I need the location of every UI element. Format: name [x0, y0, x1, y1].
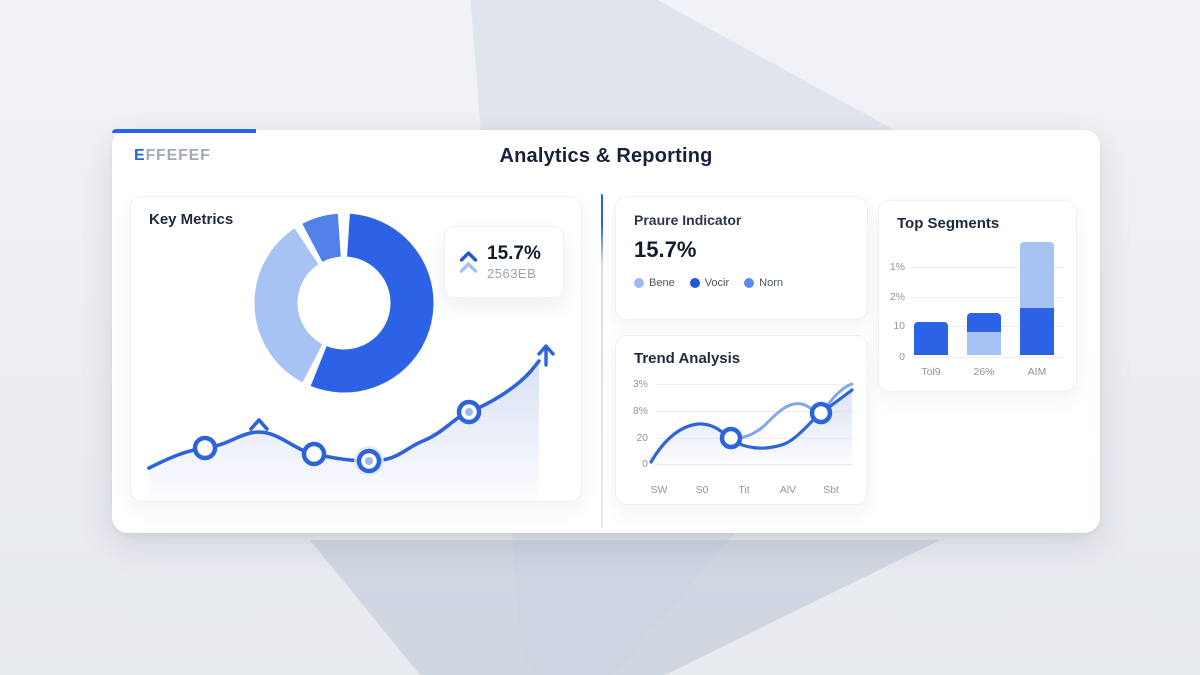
active-tab-indicator — [112, 129, 256, 133]
gridline — [911, 357, 1064, 358]
y-tick: 0 — [899, 351, 905, 363]
y-tick: 10 — [893, 320, 905, 332]
marker-dot — [465, 408, 473, 416]
trend-marker — [809, 401, 833, 425]
y-tick: 0 — [642, 458, 648, 470]
arrow-up-head — [537, 344, 555, 356]
brand-logo: EFFEFEF — [134, 147, 211, 165]
segments-title: Top Segments — [897, 215, 1000, 232]
legend-label: Vocir — [704, 277, 730, 289]
stat-chip: 15.7% 2563EB — [444, 226, 564, 298]
trend-line-light — [729, 382, 854, 442]
legend-dot — [744, 278, 755, 288]
legend-item: Norn — [744, 277, 783, 289]
line-marker — [192, 435, 218, 461]
segment-bar — [1020, 242, 1054, 355]
bar-stack — [914, 322, 948, 355]
trend-area-fill — [651, 390, 852, 468]
segment-bar — [914, 322, 948, 355]
brand-accent: E — [134, 147, 146, 164]
x-tick: Tol9 — [921, 366, 941, 378]
legend-item: Vocir — [689, 277, 730, 289]
bar-chart — [914, 242, 1054, 355]
x-tick: S0 — [695, 484, 709, 496]
marker-dot — [365, 457, 373, 465]
caret-up-icon — [249, 418, 269, 431]
page-title: Analytics & Reporting — [499, 145, 713, 167]
trend-marker — [719, 426, 743, 450]
brand-rest: FFEFEF — [145, 147, 211, 164]
legend-label: Norn — [759, 277, 784, 289]
bar-stack — [1020, 307, 1054, 355]
line-chart — [147, 344, 555, 499]
top-segments-panel: Top Segments 1% 2% 10 0 Tol9 26% AIM — [878, 200, 1077, 392]
gridline — [656, 438, 853, 439]
gridline — [911, 297, 1064, 298]
bar-x-labels: Tol9 26% AIM — [914, 366, 1054, 378]
pressure-title: Praure Indicator — [634, 212, 742, 228]
pressure-value: 15.7% — [634, 237, 697, 262]
y-tick: 20 — [636, 432, 648, 444]
x-tick: Sbt — [823, 484, 839, 496]
y-tick: 3% — [632, 378, 648, 390]
y-tick: 8% — [632, 405, 648, 417]
line-marker — [301, 441, 327, 467]
x-tick: AlV — [779, 484, 797, 496]
donut-slice-light — [254, 213, 434, 393]
stat-sublabel: 2563EB — [487, 265, 537, 281]
legend-label: Bene — [649, 277, 675, 289]
double-chevron-up-icon — [459, 251, 478, 273]
x-tick: Tit — [738, 484, 750, 496]
stat-value: 15.7% — [487, 243, 541, 265]
legend: Bene Vocir Norn — [634, 277, 783, 289]
bar-stack — [967, 332, 1001, 355]
bar-stack — [967, 313, 1001, 333]
x-tick: 26% — [973, 366, 995, 378]
trend-chart — [649, 382, 854, 468]
key-metrics-panel: Key Metrics 15.7% 2563EB — [130, 196, 582, 502]
x-tick: SW — [650, 484, 668, 496]
section-divider — [601, 194, 603, 528]
trend-title: Trend Analysis — [634, 350, 741, 367]
segment-bar — [967, 313, 1001, 355]
dashboard-card: EFFEFEF Analytics & Reporting Key Metric… — [112, 129, 1100, 533]
gridline — [911, 267, 1064, 268]
x-tick: AIM — [1027, 366, 1047, 378]
pressure-indicator-panel: Praure Indicator 15.7% Bene Vocir Norn — [615, 196, 868, 320]
legend-dot — [634, 278, 644, 288]
donut-chart — [254, 213, 434, 393]
y-tick: 2% — [889, 291, 905, 303]
trend-analysis-panel: Trend Analysis 3% 8% 20 0 SW S0 Tit AlV … — [615, 335, 868, 505]
gridline — [656, 384, 853, 385]
gridline — [656, 411, 853, 412]
y-tick: 1% — [889, 261, 905, 273]
line-area-fill — [149, 361, 539, 499]
legend-item: Bene — [634, 277, 675, 289]
key-metrics-title: Key Metrics — [149, 211, 234, 228]
legend-dot — [689, 278, 700, 288]
donut-slice-primary — [254, 213, 434, 393]
bar-stack — [1020, 242, 1054, 308]
